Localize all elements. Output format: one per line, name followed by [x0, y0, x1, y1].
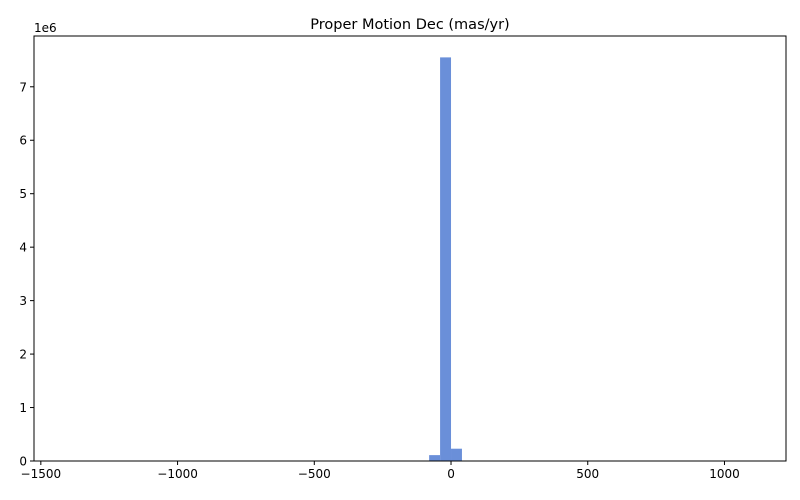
- x-tick-label: −1000: [157, 467, 198, 481]
- bars-layer: [429, 57, 462, 462]
- y-tick-label: 6: [19, 134, 27, 148]
- x-tick-label: 500: [576, 467, 599, 481]
- y-axis-scale-label: 1e6: [34, 21, 57, 35]
- y-tick-label: 5: [19, 187, 27, 201]
- ticks-layer: −1500 −1000 −500 0 500 1000 0 1 2 3 4 5 6 7: [19, 80, 739, 481]
- y-tick-label: 1: [19, 401, 27, 415]
- y-tick-label: 7: [19, 80, 27, 94]
- y-tick-label: 2: [19, 348, 27, 362]
- histogram-bar: [429, 455, 441, 461]
- histogram-bar: [451, 448, 462, 461]
- chart-title: Proper Motion Dec (mas/yr): [310, 17, 509, 33]
- histogram-bar: [440, 57, 452, 462]
- plot-frame: [33, 35, 787, 462]
- x-tick-label: 0: [447, 467, 455, 481]
- y-tick-label: 3: [19, 294, 27, 308]
- x-tick-label: −1500: [21, 467, 62, 481]
- x-tick-label: 1000: [709, 467, 740, 481]
- y-tick-label: 4: [19, 241, 27, 255]
- x-tick-label: −500: [298, 467, 331, 481]
- y-tick-label: 0: [19, 455, 27, 469]
